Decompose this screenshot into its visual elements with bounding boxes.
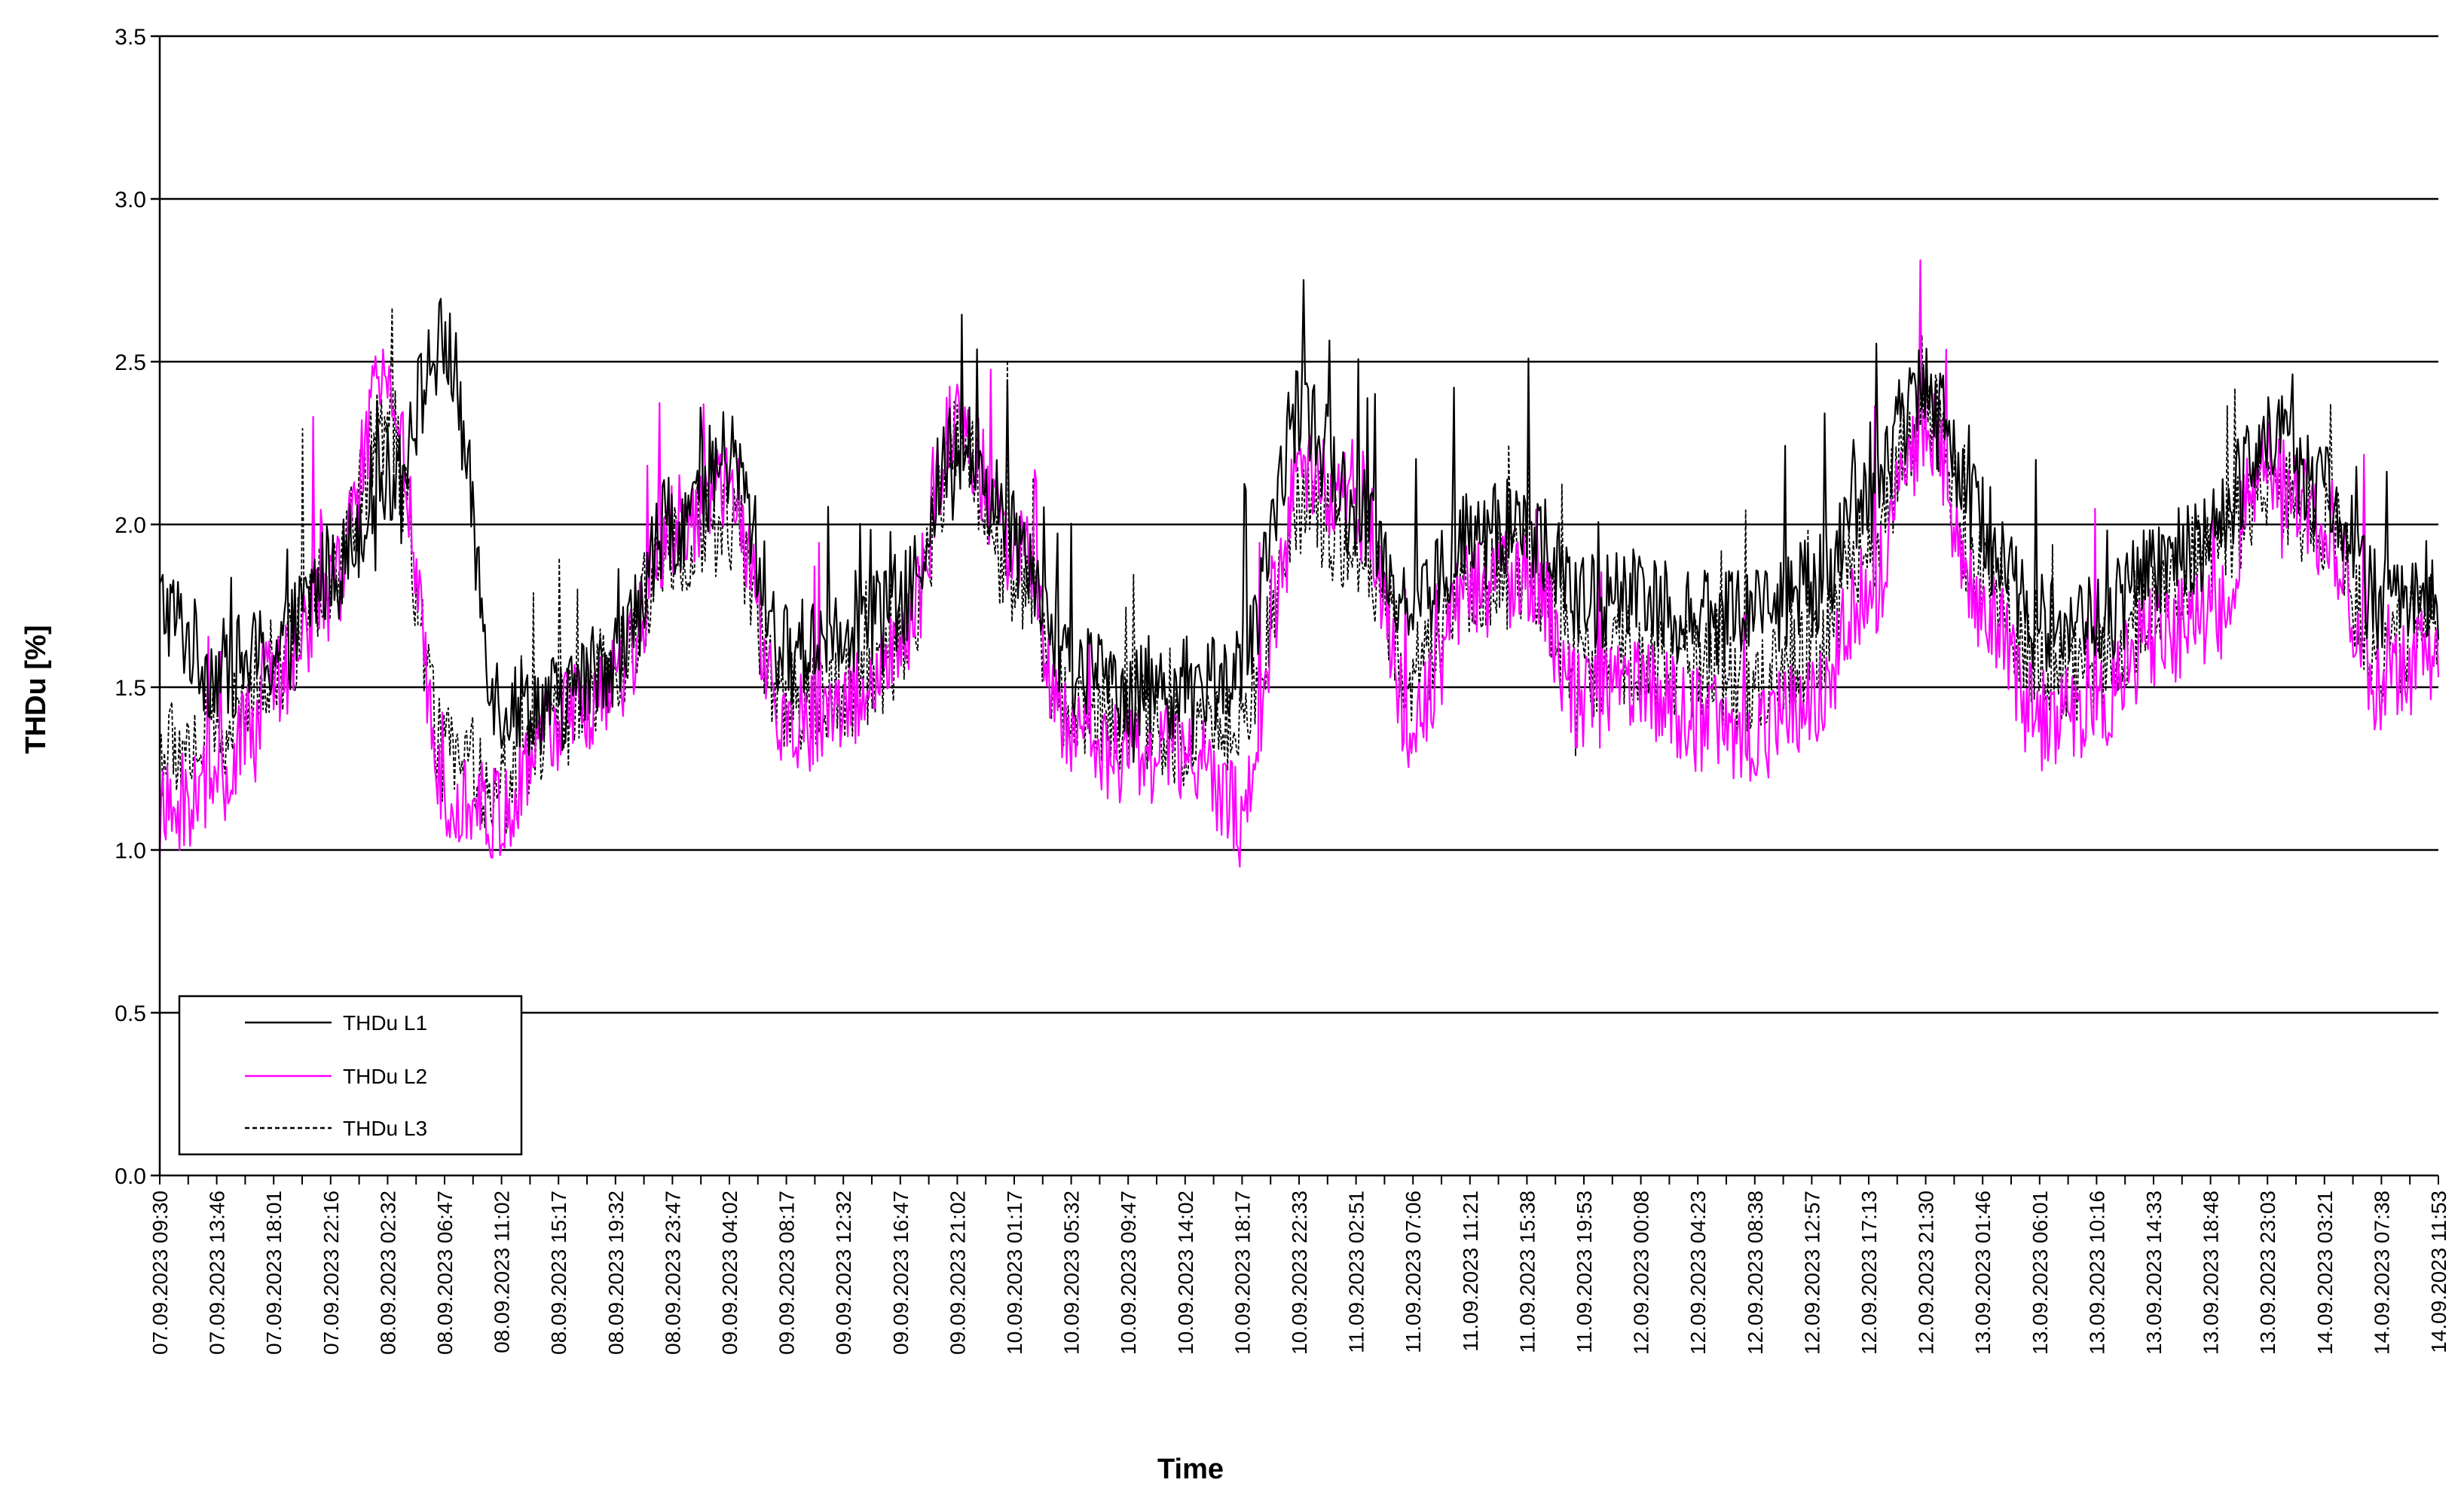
x-axis-title: Time — [1157, 1454, 1224, 1485]
x-tick-label: 10.09.2023 18:17 — [1230, 1191, 1254, 1355]
x-tick-label: 10.09.2023 14:02 — [1174, 1191, 1197, 1355]
series-lines — [158, 259, 2440, 868]
x-tick-label: 09.09.2023 12:32 — [832, 1191, 855, 1355]
y-tick-label: 3.5 — [115, 25, 146, 50]
y-tick-label: 0.0 — [115, 1164, 146, 1189]
x-tick-label: 08.09.2023 15:17 — [547, 1191, 570, 1355]
x-tick-label: 10.09.2023 22:33 — [1288, 1191, 1311, 1355]
gridlines — [160, 35, 2438, 1014]
x-tick-label: 07.09.2023 18:01 — [262, 1191, 286, 1355]
x-tick-label: 12.09.2023 21:30 — [1915, 1191, 1938, 1355]
x-tick-label: 10.09.2023 05:32 — [1060, 1191, 1084, 1355]
x-tick-label: 13.09.2023 14:33 — [2142, 1191, 2166, 1355]
x-tick-label: 14.09.2023 03:21 — [2313, 1191, 2337, 1355]
x-tick-label: 10.09.2023 01:17 — [1003, 1191, 1026, 1355]
x-tick-label: 12.09.2023 12:57 — [1800, 1191, 1824, 1355]
x-tick-label: 11.09.2023 02:51 — [1345, 1191, 1368, 1353]
x-tick-label: 13.09.2023 06:01 — [2028, 1191, 2052, 1355]
axes — [151, 35, 2439, 1185]
x-tick-label: 13.09.2023 18:48 — [2200, 1191, 2223, 1355]
x-tick-label: 09.09.2023 04:02 — [718, 1191, 741, 1355]
x-tick-label: 14.09.2023 07:38 — [2370, 1191, 2393, 1355]
x-tick-label: 13.09.2023 23:03 — [2256, 1191, 2279, 1355]
x-tick-label: 09.09.2023 21:02 — [946, 1191, 969, 1355]
x-tick-label: 11.09.2023 15:38 — [1515, 1191, 1539, 1353]
legend-label-l1: THDu L1 — [343, 1011, 427, 1035]
x-tick-label: 12.09.2023 08:38 — [1744, 1191, 1767, 1355]
legend: THDu L1 THDu L2 THDu L3 — [178, 995, 523, 1156]
x-tick-label: 13.09.2023 10:16 — [2085, 1191, 2108, 1355]
legend-box — [178, 995, 523, 1156]
y-tick-label: 0.5 — [115, 1001, 146, 1026]
legend-label-l3: THDu L3 — [343, 1117, 427, 1140]
x-tick-label: 07.09.2023 13:46 — [206, 1191, 229, 1355]
y-tick-label: 2.5 — [115, 350, 146, 375]
x-tick-label: 12.09.2023 00:08 — [1630, 1191, 1653, 1355]
x-tick-label: 07.09.2023 22:16 — [319, 1191, 343, 1355]
x-tick-label: 11.09.2023 19:53 — [1573, 1191, 1596, 1353]
x-tick-label: 09.09.2023 16:47 — [889, 1191, 913, 1355]
y-tick-label: 3.0 — [115, 188, 146, 212]
y-tick-label: 1.0 — [115, 839, 146, 864]
x-tick-label: 13.09.2023 01:46 — [1971, 1191, 1995, 1355]
x-tick-label: 08.09.2023 02:32 — [376, 1191, 399, 1355]
x-tick-label: 08.09.2023 23:47 — [661, 1191, 684, 1355]
x-tick-label: 14.09.2023 11:53 — [2427, 1191, 2450, 1353]
series-line-1 — [158, 279, 2440, 763]
y-tick-label: 1.5 — [115, 676, 146, 701]
x-tick-label: 08.09.2023 19:32 — [604, 1191, 628, 1355]
y-axis-title: THDu [%] — [20, 625, 52, 754]
x-tick-label: 12.09.2023 04:23 — [1686, 1191, 1710, 1355]
x-tick-label: 09.09.2023 08:17 — [775, 1191, 799, 1355]
x-tick-label: 10.09.2023 09:47 — [1117, 1191, 1140, 1355]
x-tick-label: 07.09.2023 09:30 — [148, 1191, 172, 1355]
x-tick-label: 08.09.2023 06:47 — [433, 1191, 457, 1355]
x-tick-label: 11.09.2023 07:06 — [1402, 1191, 1425, 1353]
y-tick-label: 2.0 — [115, 513, 146, 538]
x-tick-label: 08.09.2023 11:02 — [491, 1191, 514, 1353]
legend-label-l2: THDu L2 — [343, 1065, 427, 1088]
x-tick-label: 12.09.2023 17:13 — [1857, 1191, 1881, 1355]
x-tick-labels: 07.09.2023 09:30 07.09.2023 13:46 07.09.20… — [148, 1191, 2450, 1355]
y-tick-labels: 0.0 0.5 1.0 1.5 2.0 2.5 3.0 3.5 — [115, 25, 146, 1189]
x-tick-label: 11.09.2023 11:21 — [1459, 1191, 1482, 1352]
